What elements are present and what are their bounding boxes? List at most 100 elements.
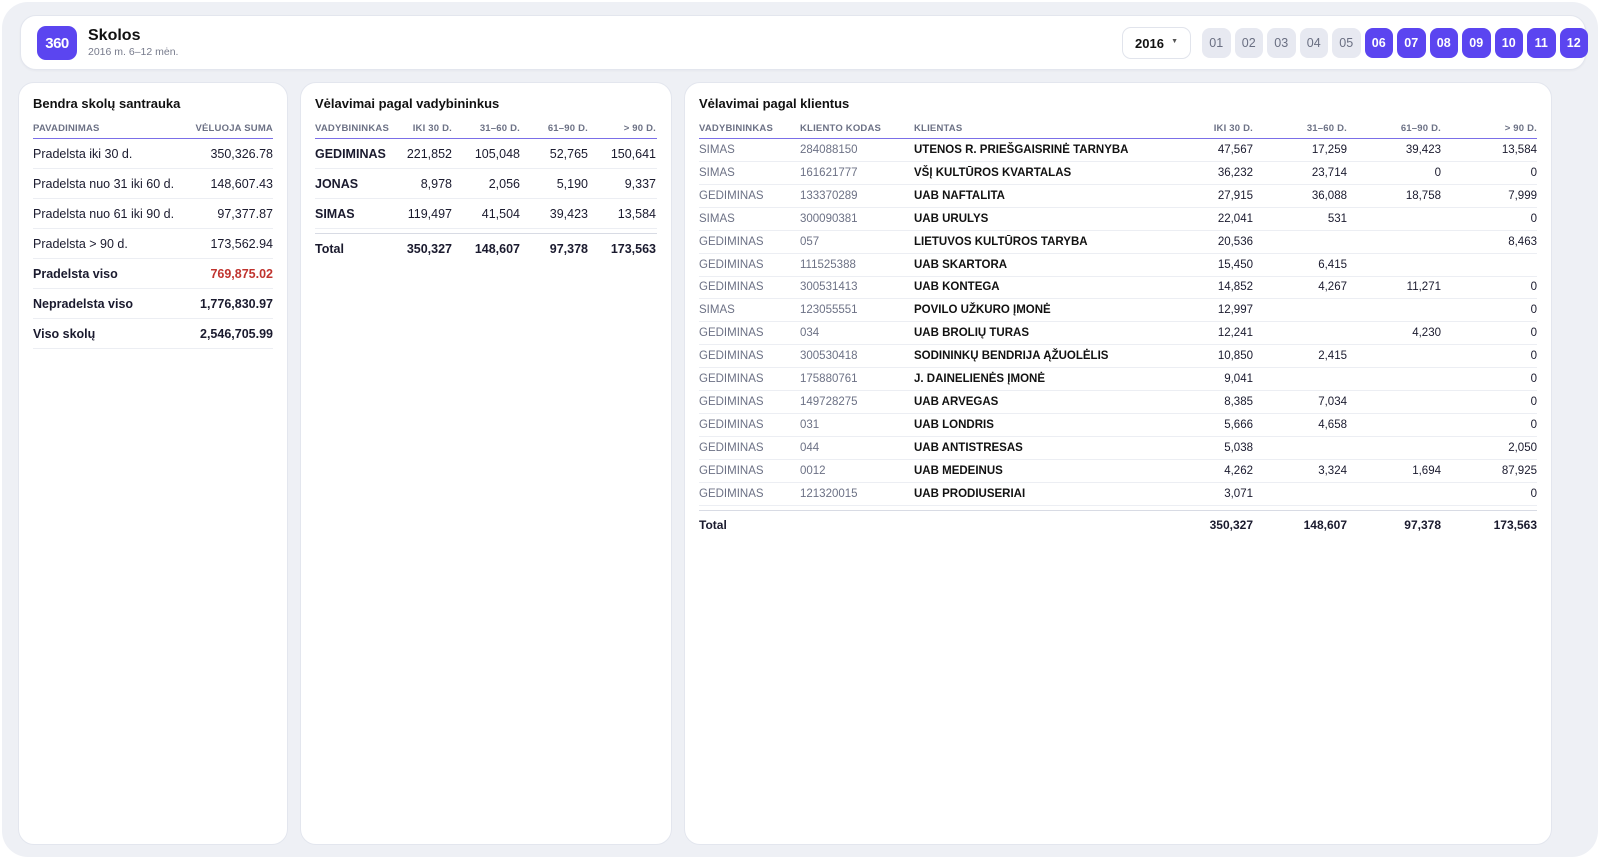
client-manager: GEDIMINAS (699, 487, 764, 500)
managers-col-header: 31–60 D. (479, 123, 520, 134)
summary-row-label: Pradelsta viso (33, 267, 118, 281)
clients-row: SIMAS 300090381 UAB URULYS 22,041 531 0 (699, 208, 1537, 231)
client-value: 0 (1530, 418, 1537, 431)
col-header-value: VĖLUOJA SUMA (195, 123, 273, 134)
month-button-04[interactable]: 04 (1299, 28, 1328, 58)
client-value: 4,658 (1318, 418, 1347, 431)
manager-value: 52,765 (549, 147, 588, 161)
client-value: 87,925 (1501, 464, 1537, 477)
month-button-11[interactable]: 11 (1527, 28, 1556, 58)
client-value: 531 (1327, 212, 1347, 225)
summary-row: Pradelsta nuo 31 iki 60 d. 148,607.43 (33, 169, 273, 199)
managers-col-header: 61–90 D. (547, 123, 588, 134)
manager-value: 119,497 (407, 207, 452, 221)
page-subtitle: 2016 m. 6–12 mėn. (88, 46, 179, 58)
client-code: 031 (800, 418, 820, 431)
client-value: 22,041 (1217, 212, 1253, 225)
summary-row: Pradelsta viso 769,875.02 (33, 259, 273, 289)
client-value: 0 (1530, 166, 1537, 179)
clients-row: GEDIMINAS 300531413 UAB KONTEGA 14,852 4,267… (699, 276, 1537, 300)
managers-col-header: > 90 D. (623, 123, 656, 134)
clients-col-header: KLIENTAS (914, 123, 963, 134)
client-code: 149728275 (800, 395, 858, 408)
client-name: UTENOS R. PRIEŠGAISRINĖ TARNYBA (914, 144, 1129, 156)
top-bar: 360 Skolos 2016 m. 6–12 mėn. 2016 ▼ 01 02… (20, 15, 1588, 70)
total-value: 97,378 (549, 242, 588, 256)
client-manager: GEDIMINAS (699, 350, 764, 363)
client-value: 2,050 (1508, 441, 1537, 454)
month-button-03[interactable]: 03 (1267, 28, 1296, 58)
month-button-12[interactable]: 12 (1559, 28, 1588, 58)
managers-row: JONAS 8,978 2,056 5,190 9,337 (315, 169, 657, 199)
clients-total-row: Total 350,327 148,607 97,378 173,563 (699, 510, 1537, 536)
client-value: 12,997 (1217, 304, 1253, 317)
year-select[interactable]: 2016 ▼ (1122, 27, 1191, 59)
client-code: 121320015 (800, 487, 858, 500)
clients-row: GEDIMINAS 175880761 J. DAINELIENĖS ĮMONĖ 9,… (699, 368, 1537, 391)
month-button-01[interactable]: 01 (1202, 28, 1231, 58)
manager-value: 39,423 (549, 207, 588, 221)
client-value: 0 (1530, 281, 1537, 294)
client-value: 7,034 (1318, 395, 1347, 408)
client-code: 300090381 (800, 212, 858, 225)
manager-value: 150,641 (610, 147, 656, 161)
client-value: 0 (1530, 304, 1537, 317)
clients-row: GEDIMINAS 300530418 SODININKŲ BENDRIJA ĄŽU… (699, 345, 1537, 369)
manager-value: 41,504 (481, 207, 520, 221)
client-name: J. DAINELIENĖS ĮMONĖ (914, 373, 1045, 385)
summary-row-label: Nepradelsta viso (33, 297, 134, 311)
total-label: Total (699, 518, 727, 532)
month-button-05[interactable]: 05 (1332, 28, 1361, 58)
client-value: 14,852 (1217, 281, 1253, 294)
client-name: UAB MEDEINUS (914, 464, 1003, 477)
client-code: 161621777 (800, 166, 858, 179)
summary-row-value: 173,562.94 (210, 237, 273, 251)
client-manager: GEDIMINAS (699, 441, 764, 454)
client-code: 111525388 (800, 258, 856, 271)
client-code: 300530418 (800, 350, 858, 363)
client-name: UAB NAFTALITA (914, 189, 1005, 202)
month-button-02[interactable]: 02 (1234, 28, 1263, 58)
month-button-10[interactable]: 10 (1494, 28, 1523, 58)
manager-value: 5,190 (556, 177, 588, 191)
client-value: 0 (1530, 395, 1537, 408)
month-button-09[interactable]: 09 (1462, 28, 1491, 58)
manager-value: 221,852 (406, 147, 452, 161)
manager-name: JONAS (315, 177, 359, 191)
client-value: 8,385 (1224, 395, 1253, 408)
client-code: 284088150 (800, 144, 858, 156)
client-name: POVILO UŽKURO ĮMONĖ (914, 304, 1051, 317)
client-value: 6,415 (1318, 258, 1347, 271)
clients-row: GEDIMINAS 044 UAB ANTISTRESAS 5,038 2,050 (699, 437, 1537, 460)
summary-row-value: 97,377.87 (217, 207, 273, 221)
client-value: 12,241 (1217, 327, 1253, 340)
client-value: 0 (1434, 166, 1441, 179)
client-value: 2,415 (1318, 350, 1347, 363)
client-value: 0 (1530, 350, 1537, 363)
client-manager: GEDIMINAS (699, 189, 764, 202)
clients-row: GEDIMINAS 133370289 UAB NAFTALITA 27,915 36,… (699, 185, 1537, 208)
client-code: 034 (800, 327, 820, 340)
client-manager: GEDIMINAS (699, 464, 764, 477)
client-value: 15,450 (1217, 258, 1253, 271)
client-value: 47,567 (1217, 144, 1253, 156)
client-value: 11,271 (1406, 281, 1441, 294)
client-code: 0012 (800, 464, 826, 477)
clients-row: GEDIMINAS 0012 UAB MEDEINUS 4,262 3,324 1,694… (699, 460, 1537, 483)
client-value: 0 (1530, 212, 1537, 225)
summary-row-label: Pradelsta > 90 d. (33, 237, 128, 251)
manager-value: 8,978 (420, 177, 452, 191)
client-value: 23,714 (1311, 166, 1347, 179)
client-value: 20,536 (1217, 235, 1253, 248)
summary-row: Pradelsta iki 30 d. 350,326.78 (33, 139, 273, 169)
client-value: 18,758 (1405, 189, 1441, 202)
client-name: UAB BROLIŲ TURAS (914, 327, 1029, 340)
month-button-06[interactable]: 06 (1364, 28, 1393, 58)
clients-row: GEDIMINAS 149728275 UAB ARVEGAS 8,385 7,034 0 (699, 391, 1537, 414)
clients-col-header: KLIENTO KODAS (800, 123, 882, 134)
month-button-07[interactable]: 07 (1397, 28, 1426, 58)
total-value: 173,563 (1493, 518, 1537, 532)
client-value: 7,999 (1508, 189, 1537, 202)
total-value: 350,327 (406, 242, 452, 256)
month-button-08[interactable]: 08 (1429, 28, 1458, 58)
